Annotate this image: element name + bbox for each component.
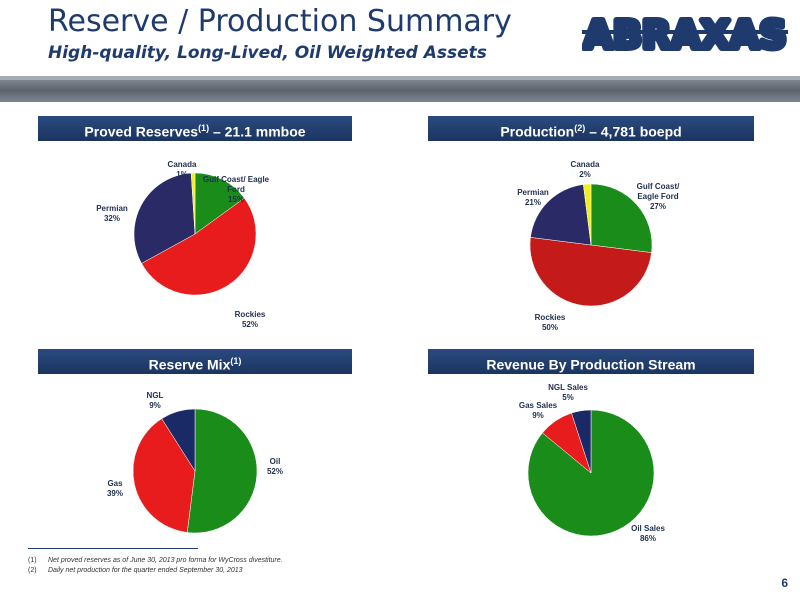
reserves-slice-rockies — [141, 197, 257, 296]
page-title: Reserve / Production Summary — [48, 4, 512, 39]
page-subtitle: High-quality, Long-Lived, Oil Weighted A… — [48, 43, 487, 63]
production-slice-rockies — [529, 237, 652, 307]
production-label-permian: Permian 21% — [517, 188, 549, 207]
revenue-pie-chart: Oil Sales 86% Gas Sales 9%NGL Sales 5% — [519, 383, 666, 543]
production-label-rockies: Rockies 50% — [535, 313, 566, 332]
production-pie-chart: Gulf Coast/Eagle Ford 27% Rockies 50% Permia… — [517, 160, 680, 332]
mix-label-gas: Gas 39% — [107, 479, 123, 498]
revenue-label-ngl-sales: NGL Sales 5% — [548, 383, 588, 402]
reserves-slice-canada — [190, 172, 196, 235]
mix-slice-gas — [132, 418, 196, 533]
revenue-slice-ngl-sales — [571, 409, 592, 474]
revenue-label-oil-sales: Oil Sales 86% — [631, 524, 665, 543]
production-label-canada: Canada 2% — [571, 160, 600, 179]
reserves-label-canada: Canada 1% — [168, 160, 197, 179]
section-header-proved-reserves: Proved Reserves(1) – 21.1 mmboe — [38, 116, 352, 141]
mix-label-ngl: NGL 9% — [147, 391, 164, 410]
header-band-highlight — [0, 76, 800, 80]
reserves-label-rockies: Rockies 52% — [235, 310, 266, 329]
footnote-1: (1) Net proved reserves as of June 30, 20… — [28, 557, 283, 564]
mix-label-oil: Oil 52% — [267, 457, 283, 476]
footnote-divider — [28, 548, 198, 549]
production-slice-permian — [530, 184, 592, 246]
section-header-reserve-mix: Reserve Mix(1) — [38, 349, 352, 374]
reserves-slice-permian — [133, 172, 196, 264]
page-number: 6 — [781, 576, 788, 590]
section-header-revenue: Revenue By Production Stream — [428, 349, 754, 374]
reserve-mix-pie-chart: Oil 52% Gas 39% NGL 9% — [107, 391, 283, 534]
production-label-gulf-coast-eagle-ford: Gulf Coast/Eagle Ford 27% — [637, 182, 680, 211]
footnote-2: (2) Daily net production for the quarter … — [28, 567, 243, 574]
svg-text:ABRAXAS: ABRAXAS — [583, 14, 786, 56]
mix-slice-ngl — [161, 408, 196, 472]
reserves-slice-gulf-coast-eagle-ford — [194, 172, 245, 235]
section-header-production: Production(2) – 4,781 boepd — [428, 116, 754, 141]
production-slice-canada — [583, 183, 592, 246]
mix-slice-oil — [186, 408, 258, 534]
proved-reserves-pie-chart: Gulf Coast/ Eagle Ford 15% Rockies 52% Permia… — [96, 160, 270, 329]
abraxas-logo: ABRAXAS ABRAXAS — [582, 14, 788, 56]
reserves-label-permian: Permian 32% — [96, 204, 128, 223]
header-band — [0, 76, 800, 102]
reserves-label-gulf-coast-eagle-ford: Gulf Coast/ Eagle Ford 15% — [203, 175, 270, 204]
production-slice-gulf-coast-eagle-ford — [590, 183, 653, 253]
svg-text:ABRAXAS: ABRAXAS — [583, 14, 786, 56]
revenue-label-gas-sales: Gas Sales 9% — [519, 401, 558, 420]
